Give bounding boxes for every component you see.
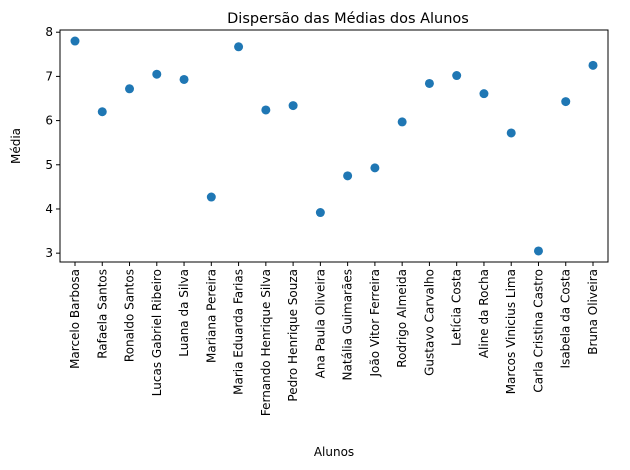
y-tick-label: 4	[45, 202, 53, 216]
x-tick-label: Rodrigo Almeida	[395, 269, 409, 368]
data-point	[261, 105, 271, 115]
data-point	[70, 36, 80, 46]
data-point	[125, 84, 135, 94]
x-tick-label: Rafaela Santos	[95, 269, 109, 359]
data-points	[70, 36, 598, 256]
x-tick-label: Carla Cristina Castro	[531, 269, 545, 393]
x-tick-label: Natália Guimarães	[341, 269, 355, 380]
x-tick-label: Gustavo Carvalho	[422, 269, 436, 376]
plot-area	[59, 29, 609, 263]
x-tick-label: Marcos Vinicius Lima	[504, 269, 518, 394]
data-point	[343, 171, 353, 181]
data-point	[561, 97, 571, 107]
y-tick-label: 5	[45, 158, 53, 172]
y-tick-label: 8	[45, 25, 53, 39]
data-point	[452, 71, 462, 81]
x-tick-label: Fernando Henrique Silva	[259, 269, 273, 416]
x-tick-label: Pedro Henrique Souza	[286, 269, 300, 402]
data-point	[588, 60, 598, 70]
x-tick-label: Lucas Gabriel Ribeiro	[150, 269, 164, 396]
data-point	[397, 117, 407, 127]
y-tick-label: 6	[45, 114, 53, 128]
y-axis: 3 4 5 6 7 8	[45, 25, 60, 260]
y-tick-label: 7	[45, 69, 53, 83]
x-tick-label: João Vitor Ferreira	[368, 269, 382, 378]
data-point	[506, 128, 516, 138]
y-tick-label: 3	[45, 246, 53, 260]
data-point	[315, 208, 325, 218]
data-point	[206, 192, 216, 202]
y-axis-title: Média	[9, 128, 23, 164]
data-point	[152, 69, 162, 79]
data-point	[179, 74, 189, 84]
data-point	[370, 163, 380, 173]
x-axis-title: Alunos	[314, 445, 354, 459]
x-tick-label: Ana Paula Oliveira	[313, 269, 327, 378]
data-point	[288, 101, 298, 111]
x-tick-label: Maria Eduarda Farias	[232, 269, 246, 395]
data-point	[424, 78, 434, 88]
x-tick-label: Mariana Pereira	[204, 269, 218, 363]
x-axis: Marcelo Barbosa Rafaela Santos Ronaldo San…	[68, 262, 600, 416]
data-point	[234, 42, 244, 52]
x-tick-label: Luana da Silva	[177, 269, 191, 357]
x-tick-label: Bruna Oliveira	[586, 269, 600, 355]
chart-title: Dispersão das Médias dos Alunos	[227, 11, 469, 27]
x-tick-label: Letícia Costa	[450, 269, 464, 346]
x-tick-label: Marcelo Barbosa	[68, 269, 82, 369]
x-tick-label: Aline da Rocha	[477, 269, 491, 358]
data-point	[97, 107, 107, 117]
data-point	[479, 89, 489, 99]
x-tick-label: Isabela da Costa	[559, 269, 573, 368]
data-point	[533, 246, 543, 256]
x-tick-label: Ronaldo Santos	[123, 269, 137, 362]
